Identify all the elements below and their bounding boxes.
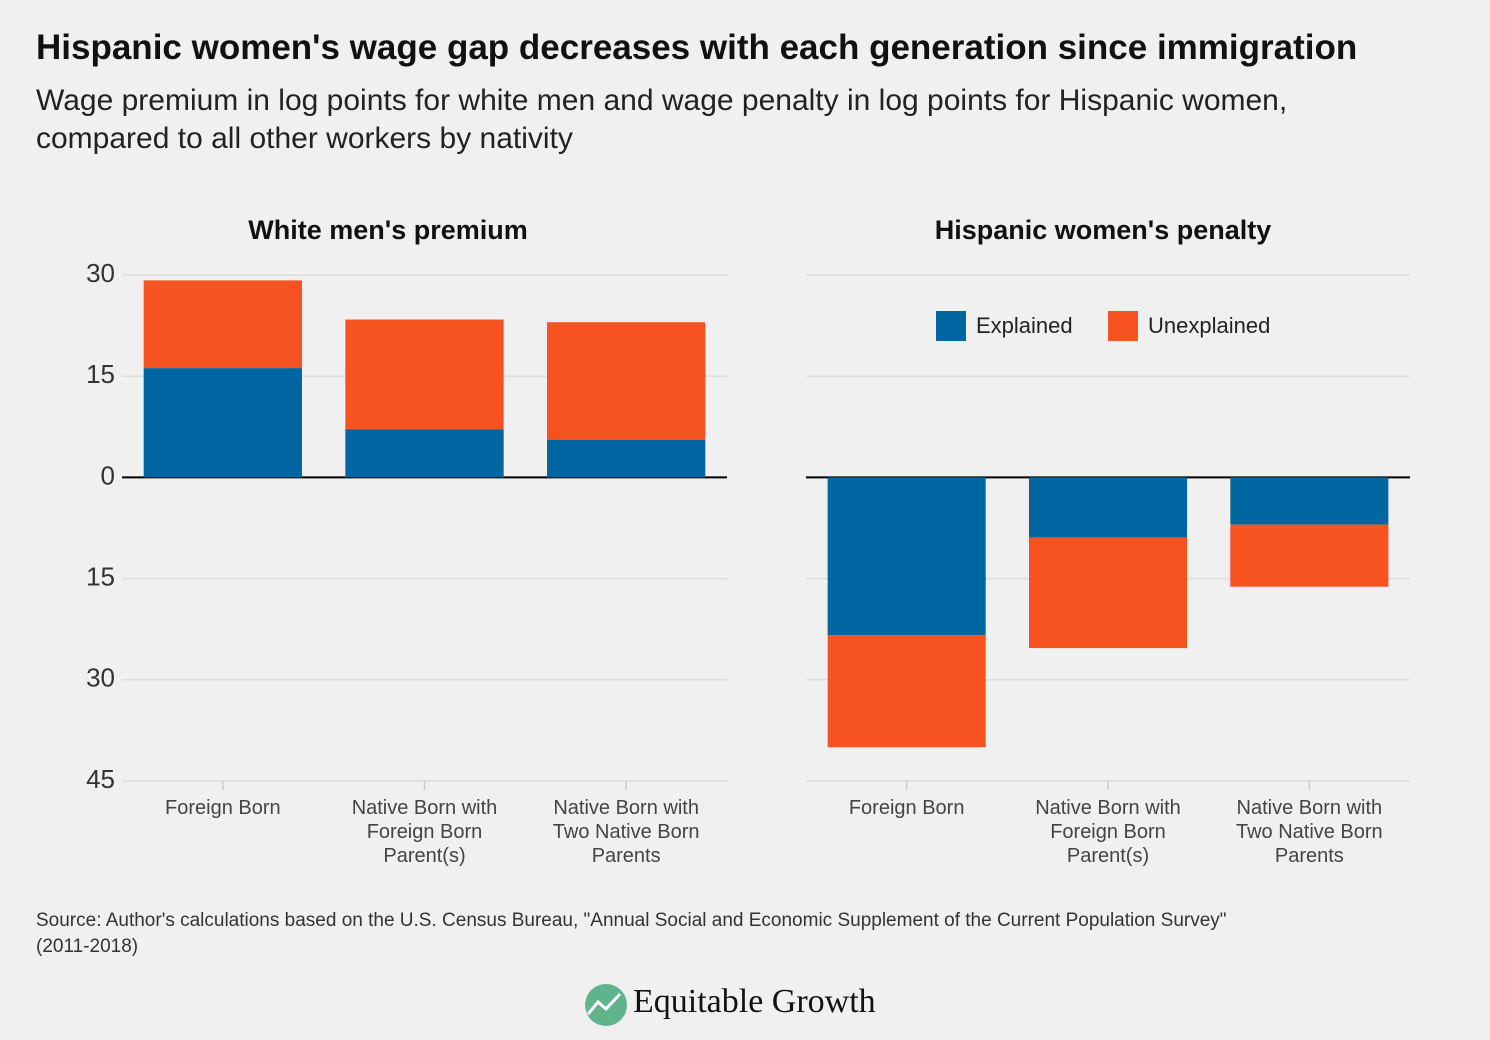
- x-tick-label: Foreign Born: [849, 797, 965, 819]
- bar: [547, 322, 706, 440]
- x-tick-label: Native Born with Foreign Born Parent(s): [1035, 797, 1181, 867]
- y-tick-label: 30: [86, 258, 115, 288]
- logo-icon: [585, 984, 627, 1026]
- legend-swatch: [936, 311, 966, 341]
- bar: [1028, 477, 1188, 538]
- title: Hispanic women's wage gap decreases with…: [36, 28, 1358, 67]
- bar: [345, 319, 504, 430]
- panel-title: White men's premium: [248, 215, 527, 245]
- bar: [143, 280, 302, 369]
- legend-label: Unexplained: [1148, 313, 1270, 338]
- x-tick-label: Foreign Born: [165, 797, 281, 819]
- panel-title: Hispanic women's penalty: [935, 215, 1272, 245]
- x-tick-label: Native Born with Two Native Born Parents: [553, 797, 700, 867]
- y-tick-label: 15: [86, 561, 115, 591]
- y-tick-label: 45: [86, 764, 115, 794]
- logo-text: Equitable Growth: [633, 983, 876, 1020]
- subtitle: Wage premium in log points for white men…: [36, 84, 1288, 155]
- bar: [827, 477, 986, 636]
- x-tick-label: Native Born with Foreign Born Parent(s): [352, 797, 498, 867]
- source: Source: Author's calculations based on t…: [36, 910, 1227, 957]
- bar: [1230, 524, 1389, 587]
- x-tick-label: Native Born with Two Native Born Parents: [1236, 797, 1383, 867]
- bar: [547, 439, 706, 478]
- bar: [1230, 477, 1389, 525]
- y-tick-label: 15: [86, 359, 115, 389]
- bar: [143, 368, 302, 478]
- y-tick-label: 30: [86, 663, 115, 693]
- y-tick-label: 0: [101, 460, 115, 490]
- bar: [1028, 537, 1188, 649]
- legend-swatch: [1108, 311, 1138, 341]
- legend-label: Explained: [976, 313, 1073, 338]
- bar: [345, 429, 504, 478]
- bar: [827, 635, 986, 748]
